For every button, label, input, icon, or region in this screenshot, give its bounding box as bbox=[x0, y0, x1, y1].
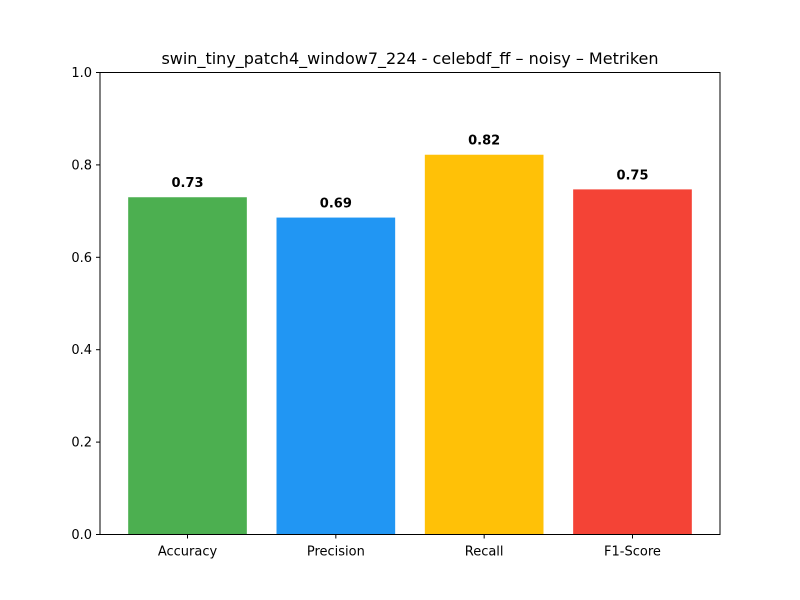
data-labels-layer: 0.73 0.69 0.82 0.75 bbox=[171, 134, 648, 212]
chart-title: swin_tiny_patch4_window7_224 - celebdf_f… bbox=[161, 49, 658, 69]
x-axis: Accuracy Precision Recall F1-Score bbox=[158, 534, 661, 560]
data-label-accuracy: 0.73 bbox=[171, 176, 203, 191]
y-axis: 0.0 0.2 0.4 0.6 0.8 1.0 bbox=[71, 66, 100, 543]
data-label-f1-score: 0.75 bbox=[616, 168, 648, 183]
y-tick-label: 0.6 bbox=[71, 251, 92, 266]
bars-layer bbox=[128, 154, 692, 535]
y-tick-label: 0.4 bbox=[71, 343, 92, 358]
y-tick-label: 0.8 bbox=[71, 158, 92, 173]
y-tick-label: 0.2 bbox=[71, 436, 92, 451]
bar-f1-score bbox=[573, 189, 692, 535]
bar-precision bbox=[276, 217, 396, 535]
x-tick-label-precision: Precision bbox=[307, 545, 365, 560]
plot-frame bbox=[99, 72, 721, 535]
y-tick-label: 0.0 bbox=[71, 528, 92, 543]
y-tick-label: 1.0 bbox=[71, 66, 92, 81]
data-label-precision: 0.69 bbox=[320, 197, 352, 212]
x-tick-label-recall: Recall bbox=[465, 545, 504, 560]
data-label-recall: 0.82 bbox=[468, 134, 500, 149]
bar-accuracy bbox=[128, 197, 247, 535]
x-tick-label-f1-score: F1-Score bbox=[604, 545, 661, 560]
bar-recall bbox=[424, 154, 544, 535]
x-tick-label-accuracy: Accuracy bbox=[158, 545, 218, 560]
